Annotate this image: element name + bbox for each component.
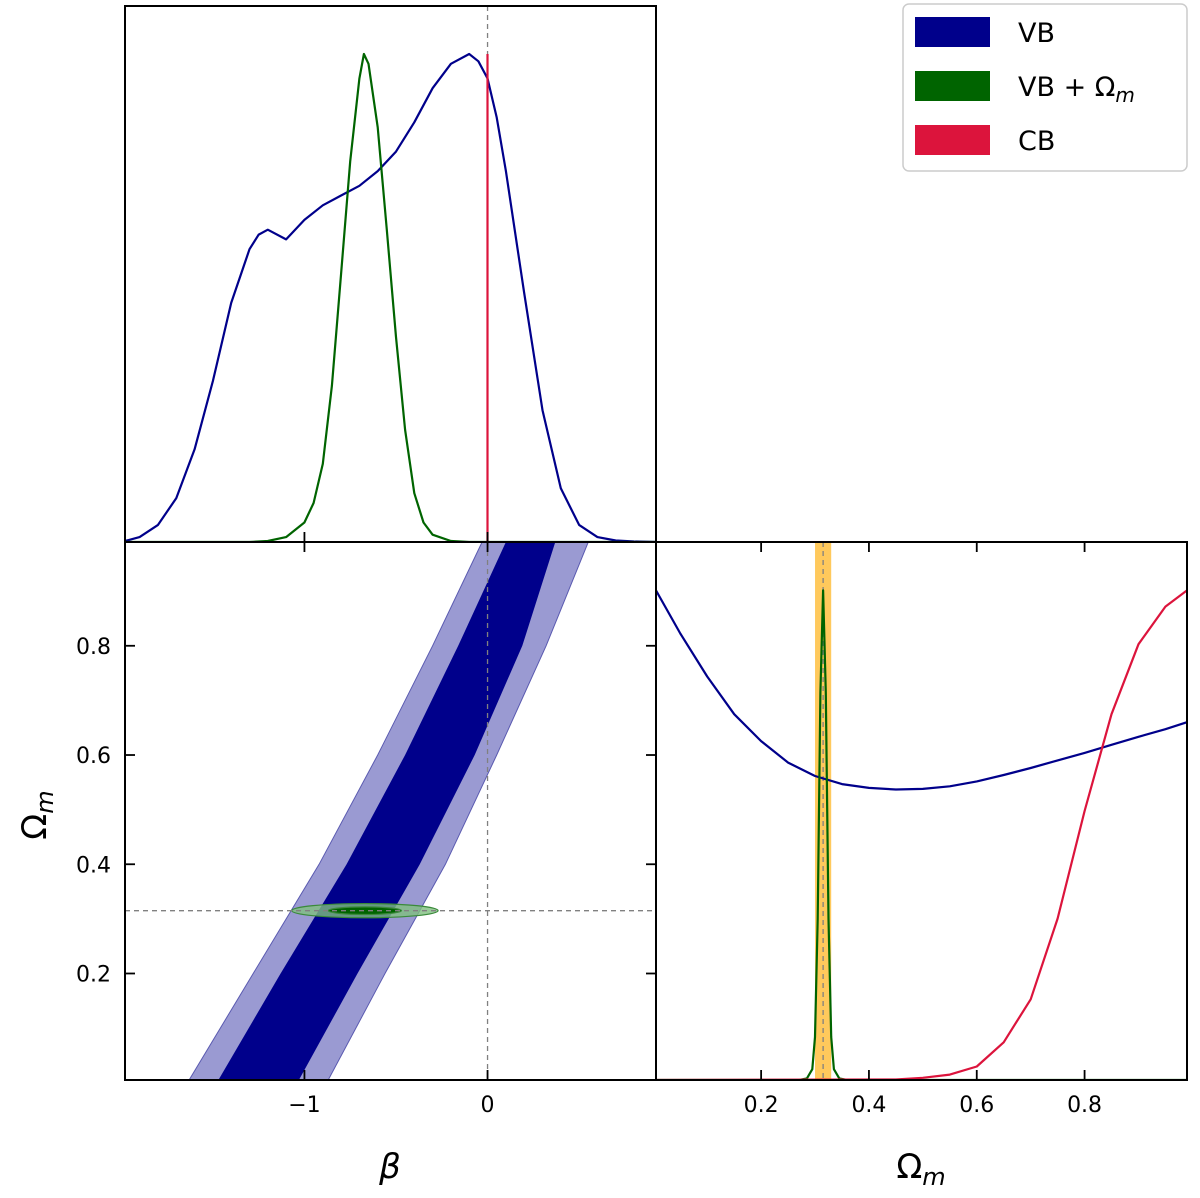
x-tick-label-omega-2: 0.6 <box>959 1093 994 1118</box>
x-tick-label-beta-1: 0 <box>481 1093 495 1118</box>
y-tick-label-omega-2: 0.6 <box>76 744 111 769</box>
series-line-omega-0 <box>656 589 1187 791</box>
marginal-omega-frame <box>655 541 1188 1081</box>
legend-label-vb: VB <box>1018 18 1055 49</box>
axis-ticks <box>125 532 1086 1080</box>
tick-labels: −1 0 0.2 0.4 0.6 0.8 0.2 0.4 0.6 0.8 <box>76 635 1102 1118</box>
legend-label-cb: CB <box>1018 126 1055 157</box>
legend-swatch-vb <box>915 17 990 47</box>
marginal-omega-plot <box>656 542 1187 1080</box>
y-tick-label-omega-0: 0.2 <box>76 962 111 987</box>
marginal-beta-plot <box>125 6 656 542</box>
series-line-omega-2 <box>656 589 1187 1080</box>
x-axis-label-beta: β <box>378 1147 401 1187</box>
x-tick-label-beta-0: −1 <box>288 1093 320 1118</box>
series-line-beta-1 <box>125 52 656 542</box>
contour-band-vb-1 <box>218 542 556 1080</box>
series-line-beta-0 <box>125 52 656 542</box>
contour-ellipse-vb-omega-3 <box>327 906 403 916</box>
legend-swatch-cb <box>915 125 990 155</box>
cb-omega-band <box>815 542 832 1080</box>
legend-swatch-vb-omega <box>915 71 990 101</box>
series-line-omega-1 <box>656 589 1187 1080</box>
y-tick-label-omega-3: 0.8 <box>76 635 111 660</box>
x-axis-label-omega: Ωm <box>896 1147 945 1191</box>
y-axis-label-omega: Ωm <box>15 790 59 839</box>
legend-label-vb-omega: VB + Ωm <box>1018 72 1135 107</box>
beta-omega-contour-plot <box>125 542 656 1080</box>
y-tick-label-omega-1: 0.4 <box>76 853 111 878</box>
x-tick-label-omega-1: 0.4 <box>851 1093 886 1118</box>
x-tick-label-omega-0: 0.2 <box>744 1093 779 1118</box>
x-tick-label-omega-3: 0.8 <box>1067 1093 1102 1118</box>
legend: VB VB + Ωm CB <box>902 3 1188 172</box>
